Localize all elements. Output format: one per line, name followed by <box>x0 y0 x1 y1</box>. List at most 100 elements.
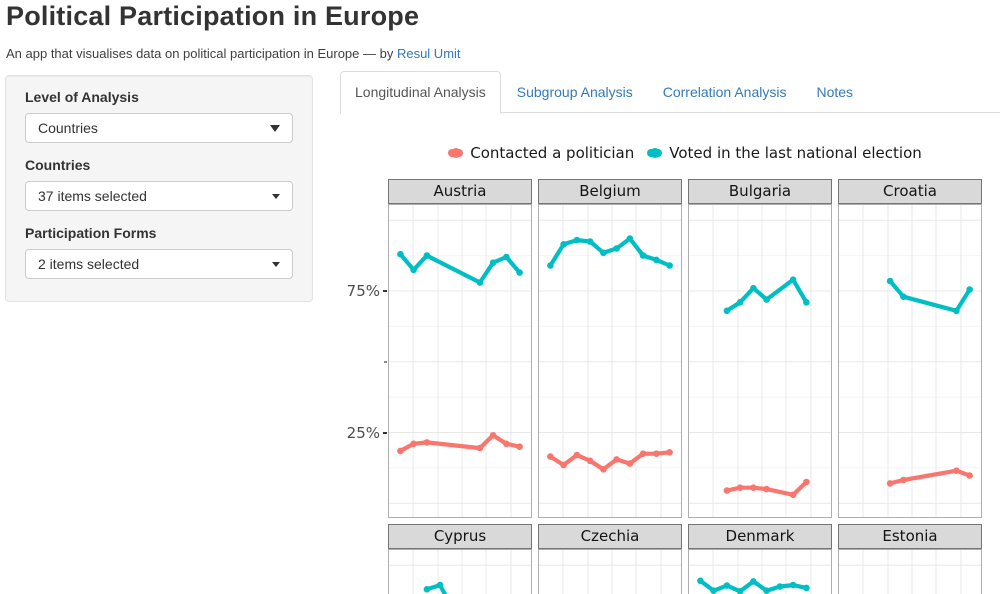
level-of-analysis-dropdown[interactable]: Countries <box>25 113 293 143</box>
facet-chart <box>389 205 531 517</box>
chevron-down-icon <box>272 193 280 199</box>
y-axis-tick <box>383 431 387 434</box>
data-point <box>397 250 404 258</box>
facet-strip-belgium: Belgium <box>538 179 682 204</box>
legend-key-icon <box>647 148 663 158</box>
facet-strip-denmark: Denmark <box>688 524 832 549</box>
legend-dot-icon <box>450 148 461 158</box>
data-point <box>489 432 497 439</box>
data-point <box>763 587 770 594</box>
facet-panel-estonia <box>838 549 982 594</box>
data-point <box>776 583 784 590</box>
chevron-down-icon <box>272 261 280 267</box>
data-point <box>586 238 594 245</box>
data-point <box>953 307 960 315</box>
data-point <box>423 586 431 593</box>
data-point <box>653 450 660 457</box>
data-point <box>476 279 484 286</box>
facet-panel-czechia <box>538 549 682 594</box>
data-point <box>639 450 647 457</box>
facet-strip-austria: Austria <box>388 179 532 204</box>
data-point <box>423 252 431 259</box>
data-point <box>736 299 744 306</box>
dropdown-value: Countries <box>38 120 98 136</box>
data-point <box>697 577 704 585</box>
data-point <box>666 449 673 456</box>
facet-strip-czechia: Czechia <box>538 524 682 549</box>
countries-dropdown[interactable]: 37 items selected <box>25 181 293 211</box>
facet-panel-croatia <box>838 204 982 518</box>
facet-panel-bulgaria <box>688 204 832 518</box>
subtitle-text: An app that visualises data on political… <box>6 46 397 61</box>
data-point <box>573 236 581 244</box>
legend-item-contacted: Contacted a politician <box>448 144 634 162</box>
tab-subgroup-analysis[interactable]: Subgroup Analysis <box>516 84 633 100</box>
series-line-contacted <box>887 468 972 486</box>
data-point <box>423 439 431 446</box>
author-link[interactable]: Resul Umit <box>396 46 461 61</box>
data-point <box>953 467 960 475</box>
data-point <box>750 578 757 585</box>
facet-panel-austria <box>388 204 532 518</box>
data-point <box>750 284 757 292</box>
facet-chart <box>539 550 681 594</box>
series-line-voted <box>724 277 809 313</box>
facet-chart <box>839 550 981 594</box>
tab-longitudinal-analysis[interactable]: Longitudinal Analysis <box>340 71 501 114</box>
data-point <box>613 245 620 252</box>
sidebar-panel: Level of Analysis Countries Countries 37 it… <box>5 75 313 302</box>
facet-panel-denmark <box>688 549 832 594</box>
series-line-contacted <box>548 450 672 472</box>
data-point <box>723 307 731 315</box>
facet-panel-cyprus <box>388 549 532 594</box>
data-point <box>710 587 717 594</box>
data-point <box>803 299 810 306</box>
legend-label: Voted in the last national election <box>669 144 922 162</box>
data-point <box>516 269 523 276</box>
participation-forms-dropdown[interactable]: 2 items selected <box>25 249 293 279</box>
data-point <box>516 443 523 450</box>
data-point <box>600 466 607 473</box>
data-point <box>803 584 810 592</box>
legend-item-voted: Voted in the last national election <box>647 144 922 162</box>
tab-notes[interactable]: Notes <box>816 84 854 100</box>
legend-key-icon <box>448 148 464 158</box>
data-point <box>966 472 973 479</box>
data-point <box>489 259 497 266</box>
legend-dot-icon <box>649 148 660 158</box>
data-point <box>653 256 660 264</box>
data-point <box>560 461 567 469</box>
data-point <box>723 582 731 589</box>
data-point <box>789 276 797 283</box>
dropdown-value: 37 items selected <box>38 188 147 204</box>
data-point <box>966 286 973 293</box>
facet-chart <box>389 550 531 594</box>
control-label-level-of-analysis: Level of Analysis <box>25 89 139 105</box>
legend-label: Contacted a politician <box>470 144 635 162</box>
chart-legend: Contacted a politician Voted in the last … <box>388 144 982 162</box>
data-point <box>763 296 770 303</box>
data-point <box>410 266 417 274</box>
data-point <box>626 460 634 467</box>
data-point <box>666 262 673 269</box>
data-point <box>600 249 607 257</box>
data-point <box>613 456 620 463</box>
data-point <box>886 277 894 285</box>
facet-strip-bulgaria: Bulgaria <box>688 179 832 204</box>
facet-strip-estonia: Estonia <box>838 524 982 549</box>
control-label-participation-forms: Participation Forms <box>25 225 157 241</box>
data-point <box>900 293 907 300</box>
facet-chart <box>689 205 831 517</box>
series-line-voted <box>398 252 522 285</box>
tab-correlation-analysis[interactable]: Correlation Analysis <box>662 84 787 100</box>
data-point <box>503 440 510 448</box>
series-line-voted <box>548 236 672 268</box>
data-point <box>547 262 554 269</box>
data-point <box>397 447 404 455</box>
data-point <box>736 484 744 492</box>
data-point <box>503 253 510 261</box>
series-line-contacted <box>398 433 522 453</box>
facet-strip-croatia: Croatia <box>838 179 982 204</box>
y-axis-tick <box>383 290 387 292</box>
facet-chart <box>839 205 981 517</box>
